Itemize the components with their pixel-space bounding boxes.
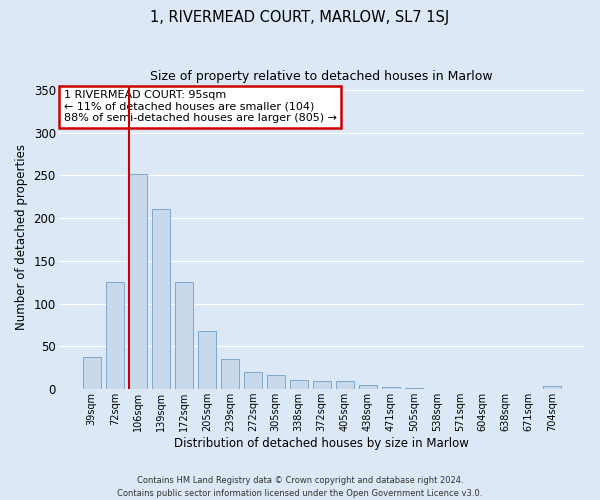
Bar bbox=[152, 208, 170, 389]
Bar bbox=[404, 388, 423, 389]
Bar bbox=[290, 380, 308, 389]
Title: Size of property relative to detached houses in Marlow: Size of property relative to detached ho… bbox=[151, 70, 493, 83]
Text: 1, RIVERMEAD COURT, MARLOW, SL7 1SJ: 1, RIVERMEAD COURT, MARLOW, SL7 1SJ bbox=[151, 10, 449, 25]
Bar bbox=[128, 174, 147, 389]
Text: Contains HM Land Registry data © Crown copyright and database right 2024.
Contai: Contains HM Land Registry data © Crown c… bbox=[118, 476, 482, 498]
Bar bbox=[542, 386, 561, 389]
Bar bbox=[313, 380, 331, 389]
Bar bbox=[221, 359, 239, 389]
Bar bbox=[175, 282, 193, 389]
Bar bbox=[197, 331, 216, 389]
Bar bbox=[382, 388, 400, 389]
Bar bbox=[359, 385, 377, 389]
Bar bbox=[106, 282, 124, 389]
Y-axis label: Number of detached properties: Number of detached properties bbox=[15, 144, 28, 330]
Bar bbox=[335, 380, 354, 389]
Bar bbox=[83, 356, 101, 389]
Bar bbox=[244, 372, 262, 389]
Text: 1 RIVERMEAD COURT: 95sqm
← 11% of detached houses are smaller (104)
88% of semi-: 1 RIVERMEAD COURT: 95sqm ← 11% of detach… bbox=[64, 90, 337, 124]
X-axis label: Distribution of detached houses by size in Marlow: Distribution of detached houses by size … bbox=[175, 437, 469, 450]
Bar bbox=[266, 376, 285, 389]
